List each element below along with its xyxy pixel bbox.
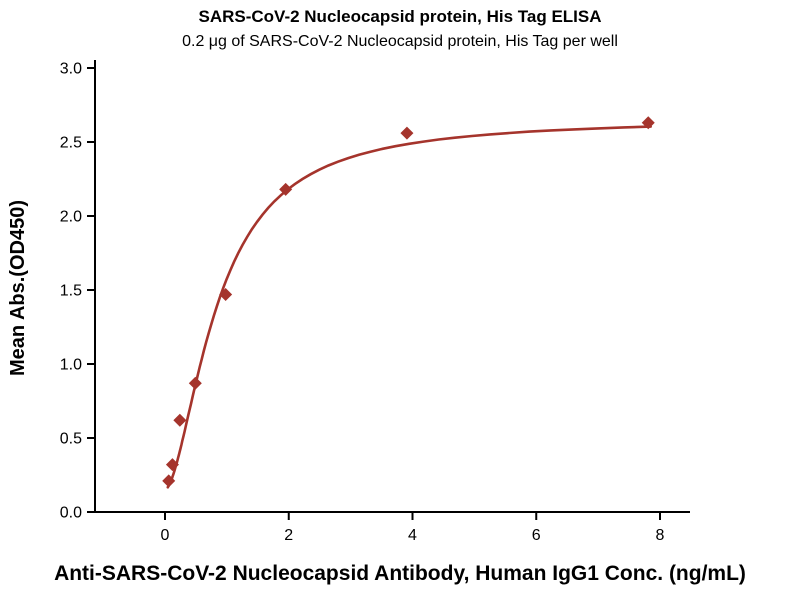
data-point-marker — [279, 182, 293, 196]
data-point-marker — [641, 116, 655, 130]
data-point-marker — [188, 376, 202, 390]
x-tick-label: 4 — [408, 527, 417, 544]
y-axis-label: Mean Abs.(OD450) — [7, 200, 29, 376]
x-tick-label: 0 — [161, 527, 170, 544]
x-tick-label: 2 — [284, 527, 293, 544]
x-axis-label: Anti-SARS-CoV-2 Nucleocapsid Antibody, H… — [54, 562, 746, 585]
y-tick-label: 2.0 — [60, 209, 82, 226]
y-tick-label: 2.5 — [60, 135, 82, 152]
y-tick-label: 1.0 — [60, 357, 82, 374]
y-tick-label: 3.0 — [60, 61, 82, 78]
y-tick-label: 1.5 — [60, 283, 82, 300]
data-point-marker — [219, 287, 233, 301]
data-point-marker — [165, 458, 179, 472]
chart-subtitle: 0.2 μg of SARS-CoV-2 Nucleocapsid protei… — [182, 33, 618, 50]
data-point-marker — [400, 126, 414, 140]
chart-title: SARS-CoV-2 Nucleocapsid protein, His Tag… — [198, 7, 601, 26]
data-point-marker — [173, 413, 187, 427]
y-tick-label: 0.5 — [60, 431, 82, 448]
x-tick-label: 8 — [656, 527, 665, 544]
fit-curve — [166, 125, 652, 489]
data-point-marker — [162, 474, 176, 488]
x-tick-label: 6 — [532, 527, 541, 544]
plot-area: 0.0 0.5 1.0 1.5 2.0 2.5 3.0 0 2 4 6 8 — [60, 60, 690, 544]
y-tick-label: 0.0 — [60, 505, 82, 522]
